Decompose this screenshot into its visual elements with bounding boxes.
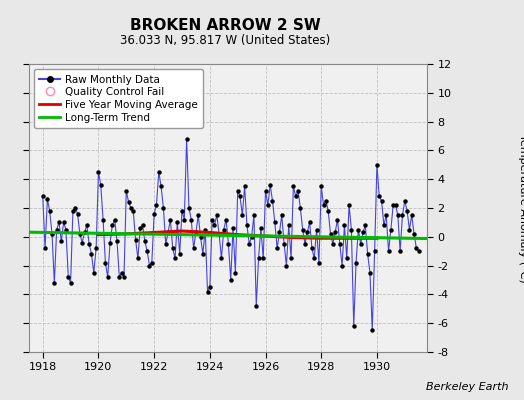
Text: 36.033 N, 95.817 W (United States): 36.033 N, 95.817 W (United States) [120, 34, 331, 47]
Y-axis label: Temperature Anomaly (°C): Temperature Anomaly (°C) [518, 134, 524, 282]
Text: BROKEN ARROW 2 SW: BROKEN ARROW 2 SW [130, 18, 321, 33]
Legend: Raw Monthly Data, Quality Control Fail, Five Year Moving Average, Long-Term Tren: Raw Monthly Data, Quality Control Fail, … [34, 69, 203, 128]
Text: Berkeley Earth: Berkeley Earth [426, 382, 508, 392]
